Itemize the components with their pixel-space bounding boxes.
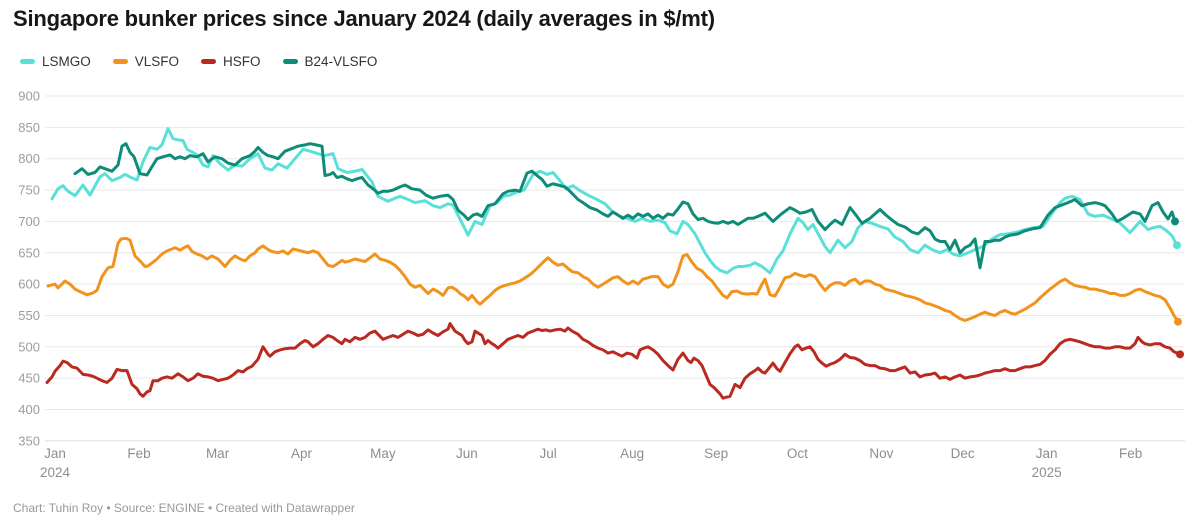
y-tick-label-700: 700 bbox=[18, 214, 40, 229]
legend-label-b24-vlsfo: B24-VLSFO bbox=[304, 54, 378, 69]
series-end-dot-vlsfo[interactable] bbox=[1174, 317, 1182, 326]
y-tick-label-500: 500 bbox=[18, 339, 40, 354]
y-tick-label-750: 750 bbox=[18, 183, 40, 198]
x-tick-label-may: May bbox=[370, 446, 396, 461]
x-tick-year-2025: 2025 bbox=[1032, 465, 1062, 480]
x-tick-label-jan2024: Jan bbox=[44, 446, 66, 461]
y-tick-label-850: 850 bbox=[18, 120, 40, 135]
legend-swatch-hsfo bbox=[201, 59, 217, 64]
y-tick-label-600: 600 bbox=[18, 277, 40, 292]
series-end-dot-b24-vlsfo[interactable] bbox=[1171, 217, 1179, 226]
y-tick-label-650: 650 bbox=[18, 245, 40, 260]
legend-item-b24-vlsfo: B24-VLSFO bbox=[282, 54, 378, 69]
legend-label-hsfo: HSFO bbox=[223, 54, 261, 69]
chart-credit: Chart: Tuhin Roy • Source: ENGINE • Crea… bbox=[13, 501, 355, 515]
legend-swatch-b24-vlsfo bbox=[282, 59, 298, 64]
legend-swatch-vlsfo bbox=[112, 59, 128, 64]
chart-legend: LSMGO VLSFO HSFO B24-VLSFO bbox=[20, 54, 377, 69]
legend-label-vlsfo: VLSFO bbox=[134, 54, 180, 69]
page-title: Singapore bunker prices since January 20… bbox=[13, 6, 715, 31]
y-tick-label-350: 350 bbox=[18, 433, 40, 448]
x-tick-label-feb: Feb bbox=[1119, 446, 1142, 461]
series-line-hsfo[interactable] bbox=[45, 322, 1182, 400]
series-line-vlsfo[interactable] bbox=[46, 236, 1180, 324]
legend-label-lsmgo: LSMGO bbox=[42, 54, 91, 69]
x-tick-label-nov: Nov bbox=[869, 446, 893, 461]
x-tick-label-sep: Sep bbox=[704, 446, 728, 461]
y-tick-label-450: 450 bbox=[18, 371, 40, 386]
y-tick-label-550: 550 bbox=[18, 308, 40, 323]
series-line-lsmgo[interactable] bbox=[50, 127, 1179, 275]
x-tick-label-mar: Mar bbox=[206, 446, 230, 461]
series-end-dot-hsfo[interactable] bbox=[1176, 350, 1184, 359]
x-tick-label-apr: Apr bbox=[291, 446, 313, 461]
x-tick-label-oct: Oct bbox=[787, 446, 808, 461]
x-tick-label-jun: Jun bbox=[456, 446, 478, 461]
x-tick-label-feb: Feb bbox=[127, 446, 150, 461]
y-grid: 900 850 800 750 700 650 600 550 500 450 400 350 bbox=[18, 89, 1185, 448]
x-tick-label-dec: Dec bbox=[951, 446, 975, 461]
legend-swatch-lsmgo bbox=[20, 59, 35, 64]
x-tick-year-2024: 2024 bbox=[40, 465, 71, 480]
series-line-b24-vlsfo[interactable] bbox=[73, 142, 1177, 270]
x-axis: Jan 2024 Feb Mar Apr May Jun Jul Aug Sep Oct Nov Dec… bbox=[40, 446, 1142, 480]
x-tick-label-aug: Aug bbox=[620, 446, 644, 461]
y-tick-label-400: 400 bbox=[18, 402, 40, 417]
y-tick-label-800: 800 bbox=[18, 151, 40, 166]
legend-item-vlsfo: VLSFO bbox=[112, 54, 180, 69]
legend-item-lsmgo: LSMGO bbox=[20, 54, 91, 69]
x-tick-label-jan2025: Jan bbox=[1036, 446, 1058, 461]
y-tick-label-900: 900 bbox=[18, 89, 40, 104]
legend-item-hsfo: HSFO bbox=[201, 54, 261, 69]
series-end-dot-lsmgo[interactable] bbox=[1173, 241, 1181, 250]
x-tick-label-jul: Jul bbox=[539, 446, 556, 461]
